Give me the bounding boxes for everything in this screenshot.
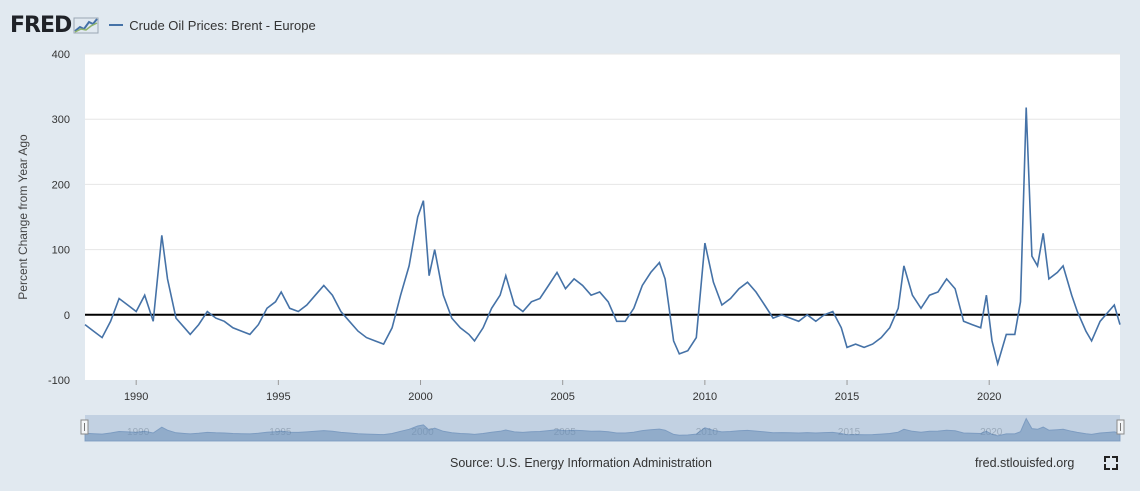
x-axis-ticks: 1990 1995 2000 2005 2010 2015 2020: [124, 380, 1001, 403]
chart-svg[interactable]: -100 0 100 200 300 400 1990 1995 2000 2005 2010 20…: [0, 0, 1140, 450]
y-tick-label: 100: [52, 245, 70, 257]
fred-logo[interactable]: FRED: [10, 13, 99, 38]
navigator-tick-label: 2015: [838, 427, 861, 438]
x-tick-label: 1995: [266, 391, 290, 403]
y-tick-label: 400: [52, 49, 70, 61]
logo-text: FRED: [10, 12, 72, 38]
navigator-tick-label: 2020: [980, 427, 1003, 438]
y-tick-label: 300: [52, 114, 70, 126]
x-tick-label: 2015: [835, 391, 859, 403]
y-tick-label: 200: [52, 179, 70, 191]
trend-line-icon: [73, 17, 99, 34]
chart-header: FRED Crude Oil Prices: Brent - Europe: [10, 10, 610, 40]
y-tick-label: -100: [48, 375, 70, 387]
legend-swatch: [109, 24, 124, 26]
fullscreen-icon[interactable]: [1104, 456, 1118, 470]
x-tick-label: 1990: [124, 391, 148, 403]
x-tick-label: 2005: [550, 391, 574, 403]
source-note: Source: U.S. Energy Information Administ…: [450, 456, 712, 470]
y-tick-label: 0: [64, 310, 70, 322]
gridlines: [85, 53, 1120, 251]
y-axis-label: Percent Change from Year Ago: [16, 134, 30, 300]
x-tick-label: 2020: [977, 391, 1001, 403]
navigator-area: [84, 417, 1121, 442]
y-axis-ticks: -100 0 100 200 300 400: [48, 49, 70, 387]
x-tick-label: 2000: [408, 391, 432, 403]
x-tick-label: 2010: [693, 391, 717, 403]
series-line[interactable]: [84, 107, 1121, 367]
legend-label: Crude Oil Prices: Brent - Europe: [129, 17, 316, 33]
legend[interactable]: Crude Oil Prices: Brent - Europe: [109, 17, 316, 33]
site-link[interactable]: fred.stlouisfed.org: [975, 456, 1075, 470]
